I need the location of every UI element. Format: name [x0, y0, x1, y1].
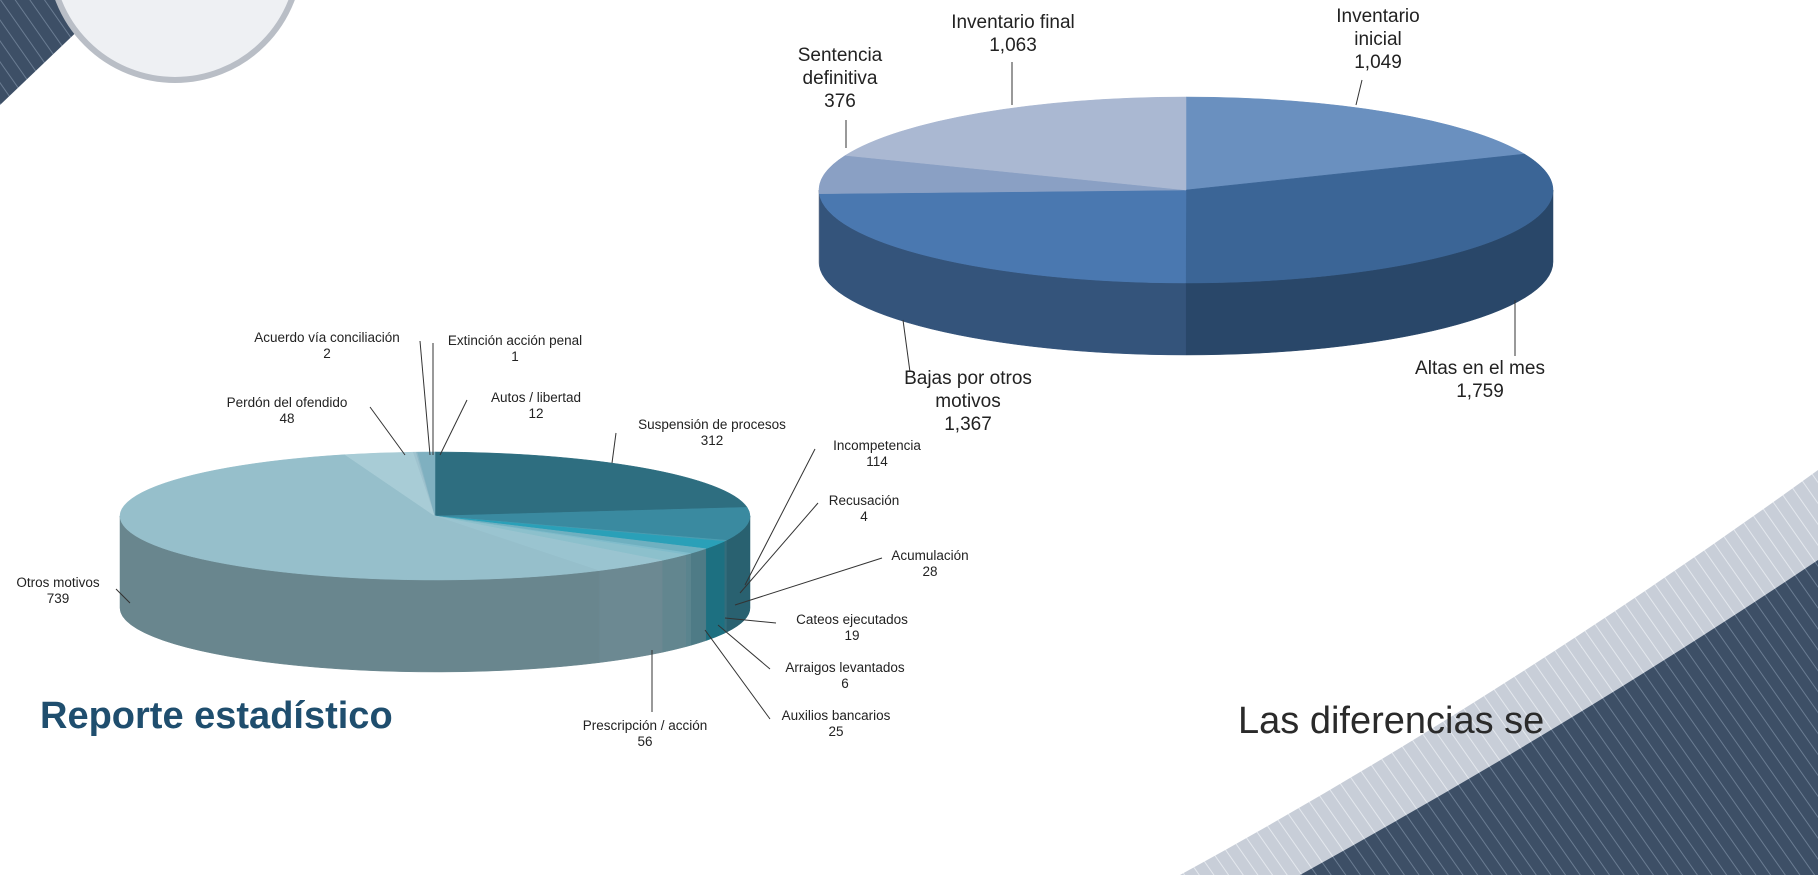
leader-line	[1355, 79, 1363, 106]
data-label: Acumulación 28	[875, 548, 985, 580]
slice-side	[598, 560, 663, 663]
category-label: Incompetencia	[833, 438, 921, 453]
slice	[818, 189, 1187, 284]
category-label: Cateos ejecutados	[796, 612, 908, 627]
leader-line	[739, 502, 819, 594]
data-label: Inventario final 1,063	[928, 12, 1098, 58]
category-label: Acuerdo vía conciliación	[254, 330, 400, 345]
value-label: 48	[279, 411, 295, 427]
data-label: Incompetencia 114	[817, 438, 937, 470]
leader-line	[369, 406, 406, 456]
data-label: Perdón del ofendido 48	[207, 395, 367, 427]
slice	[119, 454, 600, 581]
data-label: Bajas por otros motivos 1,367	[883, 368, 1053, 436]
category-label: Inventario final	[951, 12, 1075, 33]
data-label: Autos / libertad 12	[471, 390, 601, 422]
leader-line	[744, 448, 816, 586]
value-label: 1	[511, 349, 519, 365]
category-label: Auxilios bancarios	[781, 708, 891, 723]
leader-line	[724, 617, 777, 624]
category-label: Arraigos levantados	[785, 660, 905, 675]
data-label: Acuerdo vía conciliación 2	[227, 330, 427, 362]
value-label: 56	[637, 734, 653, 750]
value-label: 1,759	[1456, 380, 1504, 402]
category-label: Suspensión de procesos	[638, 417, 786, 432]
category-label: Acumulación	[891, 548, 969, 563]
leader-line	[734, 557, 883, 606]
slice-side	[690, 548, 707, 646]
category-label: Bajas por otros motivos	[904, 368, 1032, 412]
category-label: Autos / libertad	[490, 390, 582, 405]
slice-side	[724, 539, 727, 634]
data-label: Extinción acción penal 1	[430, 333, 600, 365]
leader-line	[419, 340, 431, 456]
category-label: Altas en el mes	[1415, 358, 1545, 379]
logo	[55, 0, 295, 83]
leader-line	[611, 432, 617, 464]
slice	[434, 507, 751, 541]
category-label: Sentencia definitiva	[797, 45, 883, 89]
category-label: Prescripción / acción	[582, 718, 708, 733]
value-label: 25	[828, 724, 844, 740]
slice-side	[661, 554, 686, 653]
data-label: Otros motivos 739	[3, 575, 113, 607]
slide-note: Las diferencias se	[1238, 700, 1545, 742]
category-label: Inventario inicial	[1336, 6, 1420, 50]
slice	[818, 155, 1187, 194]
slice-side	[705, 540, 725, 642]
data-label: Inventario inicial 1,049	[1328, 6, 1428, 74]
slice	[1185, 153, 1554, 284]
slice	[417, 451, 436, 517]
data-label: Altas en el mes 1,759	[1395, 358, 1565, 404]
value-label: 1,049	[1354, 51, 1402, 73]
value-label: 312	[700, 433, 724, 449]
data-label: Prescripción / acción 56	[565, 718, 725, 750]
data-label: Cateos ejecutados 19	[777, 612, 927, 644]
value-label: 19	[844, 628, 860, 644]
value-label: 739	[46, 591, 70, 607]
value-label: 4	[860, 509, 868, 525]
slide-title: Reporte estadístico	[40, 695, 393, 737]
leader-line	[902, 319, 911, 373]
value-label: 1,063	[989, 34, 1037, 56]
value-label: 1,367	[944, 413, 992, 435]
slice-side	[685, 553, 692, 648]
category-label: Otros motivos	[16, 575, 100, 590]
category-label: Extinción acción penal	[447, 333, 583, 348]
category-label: Perdón del ofendido	[226, 395, 348, 410]
value-label: 376	[824, 90, 856, 112]
value-label: 12	[528, 406, 544, 422]
slice	[844, 96, 1187, 191]
leader-line	[439, 399, 468, 456]
data-label: Suspensión de procesos 312	[617, 417, 807, 449]
leader-line	[704, 629, 771, 720]
data-label: Arraigos levantados 6	[770, 660, 920, 692]
data-label: Recusación 4	[809, 493, 919, 525]
slice	[1185, 96, 1526, 191]
slice	[434, 451, 748, 517]
decor-stripes	[1300, 560, 1818, 875]
value-label: 28	[922, 564, 938, 580]
value-label: 6	[841, 676, 849, 692]
value-label: 114	[866, 454, 888, 470]
data-label: Sentencia definitiva 376	[780, 45, 900, 113]
data-label: Auxilios bancarios 25	[761, 708, 911, 740]
leader-line	[115, 588, 131, 604]
value-label: 2	[323, 346, 331, 362]
category-label: Recusación	[828, 493, 900, 508]
leader-line	[717, 624, 771, 670]
